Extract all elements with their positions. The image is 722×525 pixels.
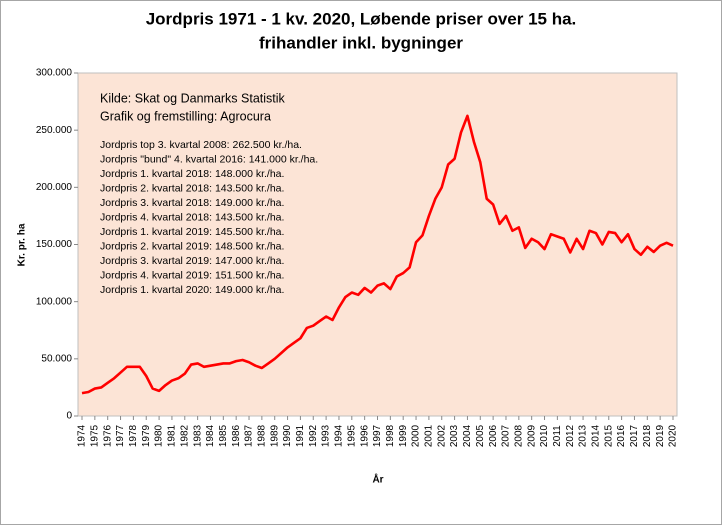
y-tick-label: 100.000 (36, 296, 73, 307)
x-tick-label: 1991 (295, 424, 306, 447)
x-tick-label: 1998 (385, 424, 396, 447)
data-line (81, 114, 674, 395)
note: Jordpris 4. kvartal 2019: 151.500 kr./ha… (100, 269, 284, 281)
annotation: Grafik og fremstilling: Agrocura (100, 109, 271, 123)
x-tick-label: 2009 (526, 424, 537, 447)
x-tick-label: 1982 (179, 424, 190, 447)
x-tick-label: 2008 (513, 424, 524, 447)
x-tick-label: 2013 (578, 424, 589, 447)
x-tick-label: 2015 (603, 424, 614, 447)
x-tick-label: 1980 (154, 424, 165, 447)
x-tick-label: 2010 (539, 424, 550, 447)
plot-area (77, 72, 678, 417)
x-tick-label: 2014 (591, 424, 602, 447)
x-tick-label: 2006 (488, 424, 499, 447)
note: Jordpris 3. kvartal 2019: 147.000 kr./ha… (100, 255, 284, 267)
x-tick-label: 2020 (668, 424, 679, 447)
y-tick-label: 300.000 (36, 68, 73, 79)
x-tick-label: 1978 (128, 424, 139, 447)
note: Jordpris "bund" 4. kvartal 2016: 141.000… (100, 153, 318, 165)
note: Jordpris 1. kvartal 2020: 149.000 kr./ha… (100, 284, 284, 296)
note: Jordpris top 3. kvartal 2008: 262.500 kr… (100, 139, 302, 151)
x-tick-label: 1986 (231, 424, 242, 447)
chart-subtitle: frihandler inkl. bygninger (259, 33, 463, 52)
x-tick-label: 2019 (655, 424, 666, 447)
y-axis-label: Kr. pr. ha (17, 223, 28, 266)
x-tick-label: 1997 (372, 424, 383, 447)
x-tick-label: 1974 (77, 424, 88, 447)
x-tick-label: 2005 (475, 424, 486, 447)
x-tick-label: 2002 (436, 424, 447, 447)
y-tick-label: 50.000 (41, 353, 72, 364)
annotation: Kilde: Skat og Danmarks Statistik (100, 91, 286, 105)
x-tick-label: 1975 (89, 424, 100, 447)
x-tick-label: 1995 (346, 424, 357, 447)
note: Jordpris 4. kvartal 2018: 143.500 kr./ha… (100, 211, 284, 223)
x-tick-label: 1976 (102, 424, 113, 447)
x-tick-label: 1981 (167, 424, 178, 447)
x-tick-label: 1985 (218, 424, 229, 447)
y-tick-label: 200.000 (36, 182, 73, 193)
x-tick-label: 2017 (629, 424, 640, 447)
x-tick-label: 2018 (642, 424, 653, 447)
x-tick-label: 1977 (115, 424, 126, 447)
y-tick-label: 0 (66, 411, 72, 422)
x-tick-label: 1996 (359, 424, 370, 447)
chart-title: Jordpris 1971 - 1 kv. 2020, Løbende pris… (146, 9, 577, 28)
x-tick-label: 2007 (501, 424, 512, 447)
note: Jordpris 1. kvartal 2018: 148.000 kr./ha… (100, 168, 284, 180)
x-tick-label: 1989 (269, 424, 280, 447)
x-tick-label: 1994 (334, 424, 345, 447)
x-tick-label: 2004 (462, 424, 473, 447)
x-tick-label: 2011 (552, 425, 563, 447)
note: Jordpris 3. kvartal 2018: 149.000 kr./ha… (100, 197, 284, 209)
x-tick-label: 2000 (411, 424, 422, 447)
x-tick-label: 2003 (449, 424, 460, 447)
x-tick-label: 1987 (244, 424, 255, 447)
x-tick-label: 2016 (616, 424, 627, 447)
note: Jordpris 1. kvartal 2019: 145.500 kr./ha… (100, 226, 284, 238)
y-tick-label: 250.000 (36, 125, 73, 136)
x-tick-label: 1992 (308, 424, 319, 447)
x-tick-label: 1999 (398, 424, 409, 447)
x-tick-label: 1983 (192, 424, 203, 447)
x-tick-label: 1984 (205, 424, 216, 447)
x-tick-label: 1988 (257, 424, 268, 447)
x-tick-label: 2001 (424, 424, 435, 447)
x-tick-label: 2012 (565, 424, 576, 447)
y-tick-label: 150.000 (36, 239, 73, 250)
note: Jordpris 2. kvartal 2019: 148.500 kr./ha… (100, 240, 284, 252)
x-tick-label: 1993 (321, 424, 332, 447)
x-tick-label: 1990 (282, 424, 293, 447)
x-tick-label: 1979 (141, 424, 152, 447)
note: Jordpris 2. kvartal 2018: 143.500 kr./ha… (100, 182, 284, 194)
x-axis-label: År (372, 473, 383, 486)
